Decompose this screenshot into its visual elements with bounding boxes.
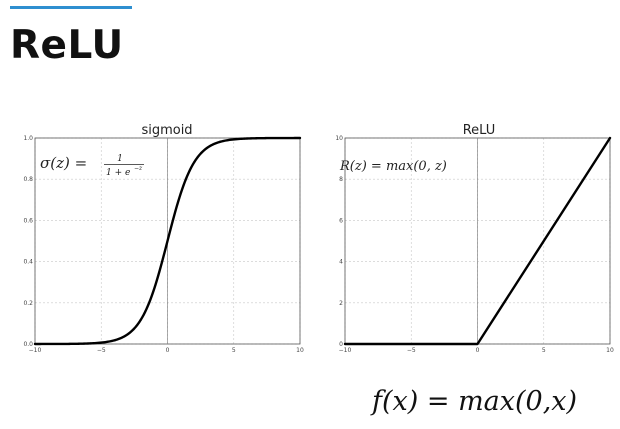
title-accent-bar	[10, 6, 132, 9]
relu-formula: R(z) = max(0, z)	[339, 159, 447, 174]
sigmoid-x-tick-label: −10	[29, 347, 42, 354]
sigmoid-y-tick-label: 0.2	[23, 300, 33, 307]
relu-x-tick-label: 5	[542, 347, 546, 354]
sigmoid-y-tick-label: 0.0	[23, 341, 33, 348]
relu-y-tick-label: 4	[339, 259, 343, 266]
sigmoid-series-line-0	[33, 136, 302, 346]
relu-x-tick-label: 10	[606, 347, 614, 354]
relu-x-tick-label: −5	[407, 347, 416, 354]
sigmoid-x-tick-label: 0	[166, 347, 170, 354]
relu-chart: ReLU −10 −5 0 5 10 0 2 4 6 8 10 R(z) = max(0, z)	[335, 123, 614, 354]
relu-series-line-0	[343, 136, 612, 346]
sigmoid-y-tick-label: 1.0	[23, 135, 33, 142]
sigmoid-x-tick-label: 10	[296, 347, 304, 354]
relu-y-tick-label: 2	[339, 300, 343, 307]
relu-definition-formula: f(x) = max(0,x)	[372, 386, 578, 417]
sigmoid-chart-title: sigmoid	[141, 123, 192, 138]
relu-y-tick-label: 0	[339, 341, 343, 348]
sigmoid-y-tick-label: 0.8	[23, 176, 33, 183]
relu-chart-title: ReLU	[463, 123, 496, 138]
sigmoid-formula-denominator: 1 + e	[106, 168, 130, 178]
sigmoid-formula-exponent: −z	[134, 165, 143, 172]
slide-title: ReLU	[10, 23, 124, 68]
relu-y-tick-label: 6	[339, 217, 343, 224]
sigmoid-x-tick-label: 5	[232, 347, 236, 354]
sigmoid-tick-labels: −10 −5 0 5 10 0.0 0.2 0.4 0.6 0.8 1.0	[23, 135, 304, 354]
sigmoid-y-tick-label: 0.4	[23, 259, 33, 266]
sigmoid-formula-numerator: 1	[117, 154, 123, 164]
relu-x-tick-label: 0	[476, 347, 480, 354]
sigmoid-series	[33, 136, 302, 346]
relu-y-tick-label: 8	[339, 176, 343, 183]
sigmoid-y-tick-label: 0.6	[23, 217, 33, 224]
relu-x-tick-label: −10	[339, 347, 352, 354]
sigmoid-chart: sigmoid −10 −5 0 5 10 0.0 0.2 0.4 0.6 0.8 1.0 σ(z)…	[23, 123, 304, 354]
relu-y-tick-label: 10	[335, 135, 343, 142]
relu-series	[343, 136, 612, 346]
sigmoid-x-tick-label: −5	[97, 347, 106, 354]
relu-tick-labels: −10 −5 0 5 10 0 2 4 6 8 10	[335, 135, 614, 354]
sigmoid-formula-lhs: σ(z) =	[40, 154, 87, 172]
sigmoid-formula: σ(z) = 1 1 + e −z	[40, 154, 144, 178]
